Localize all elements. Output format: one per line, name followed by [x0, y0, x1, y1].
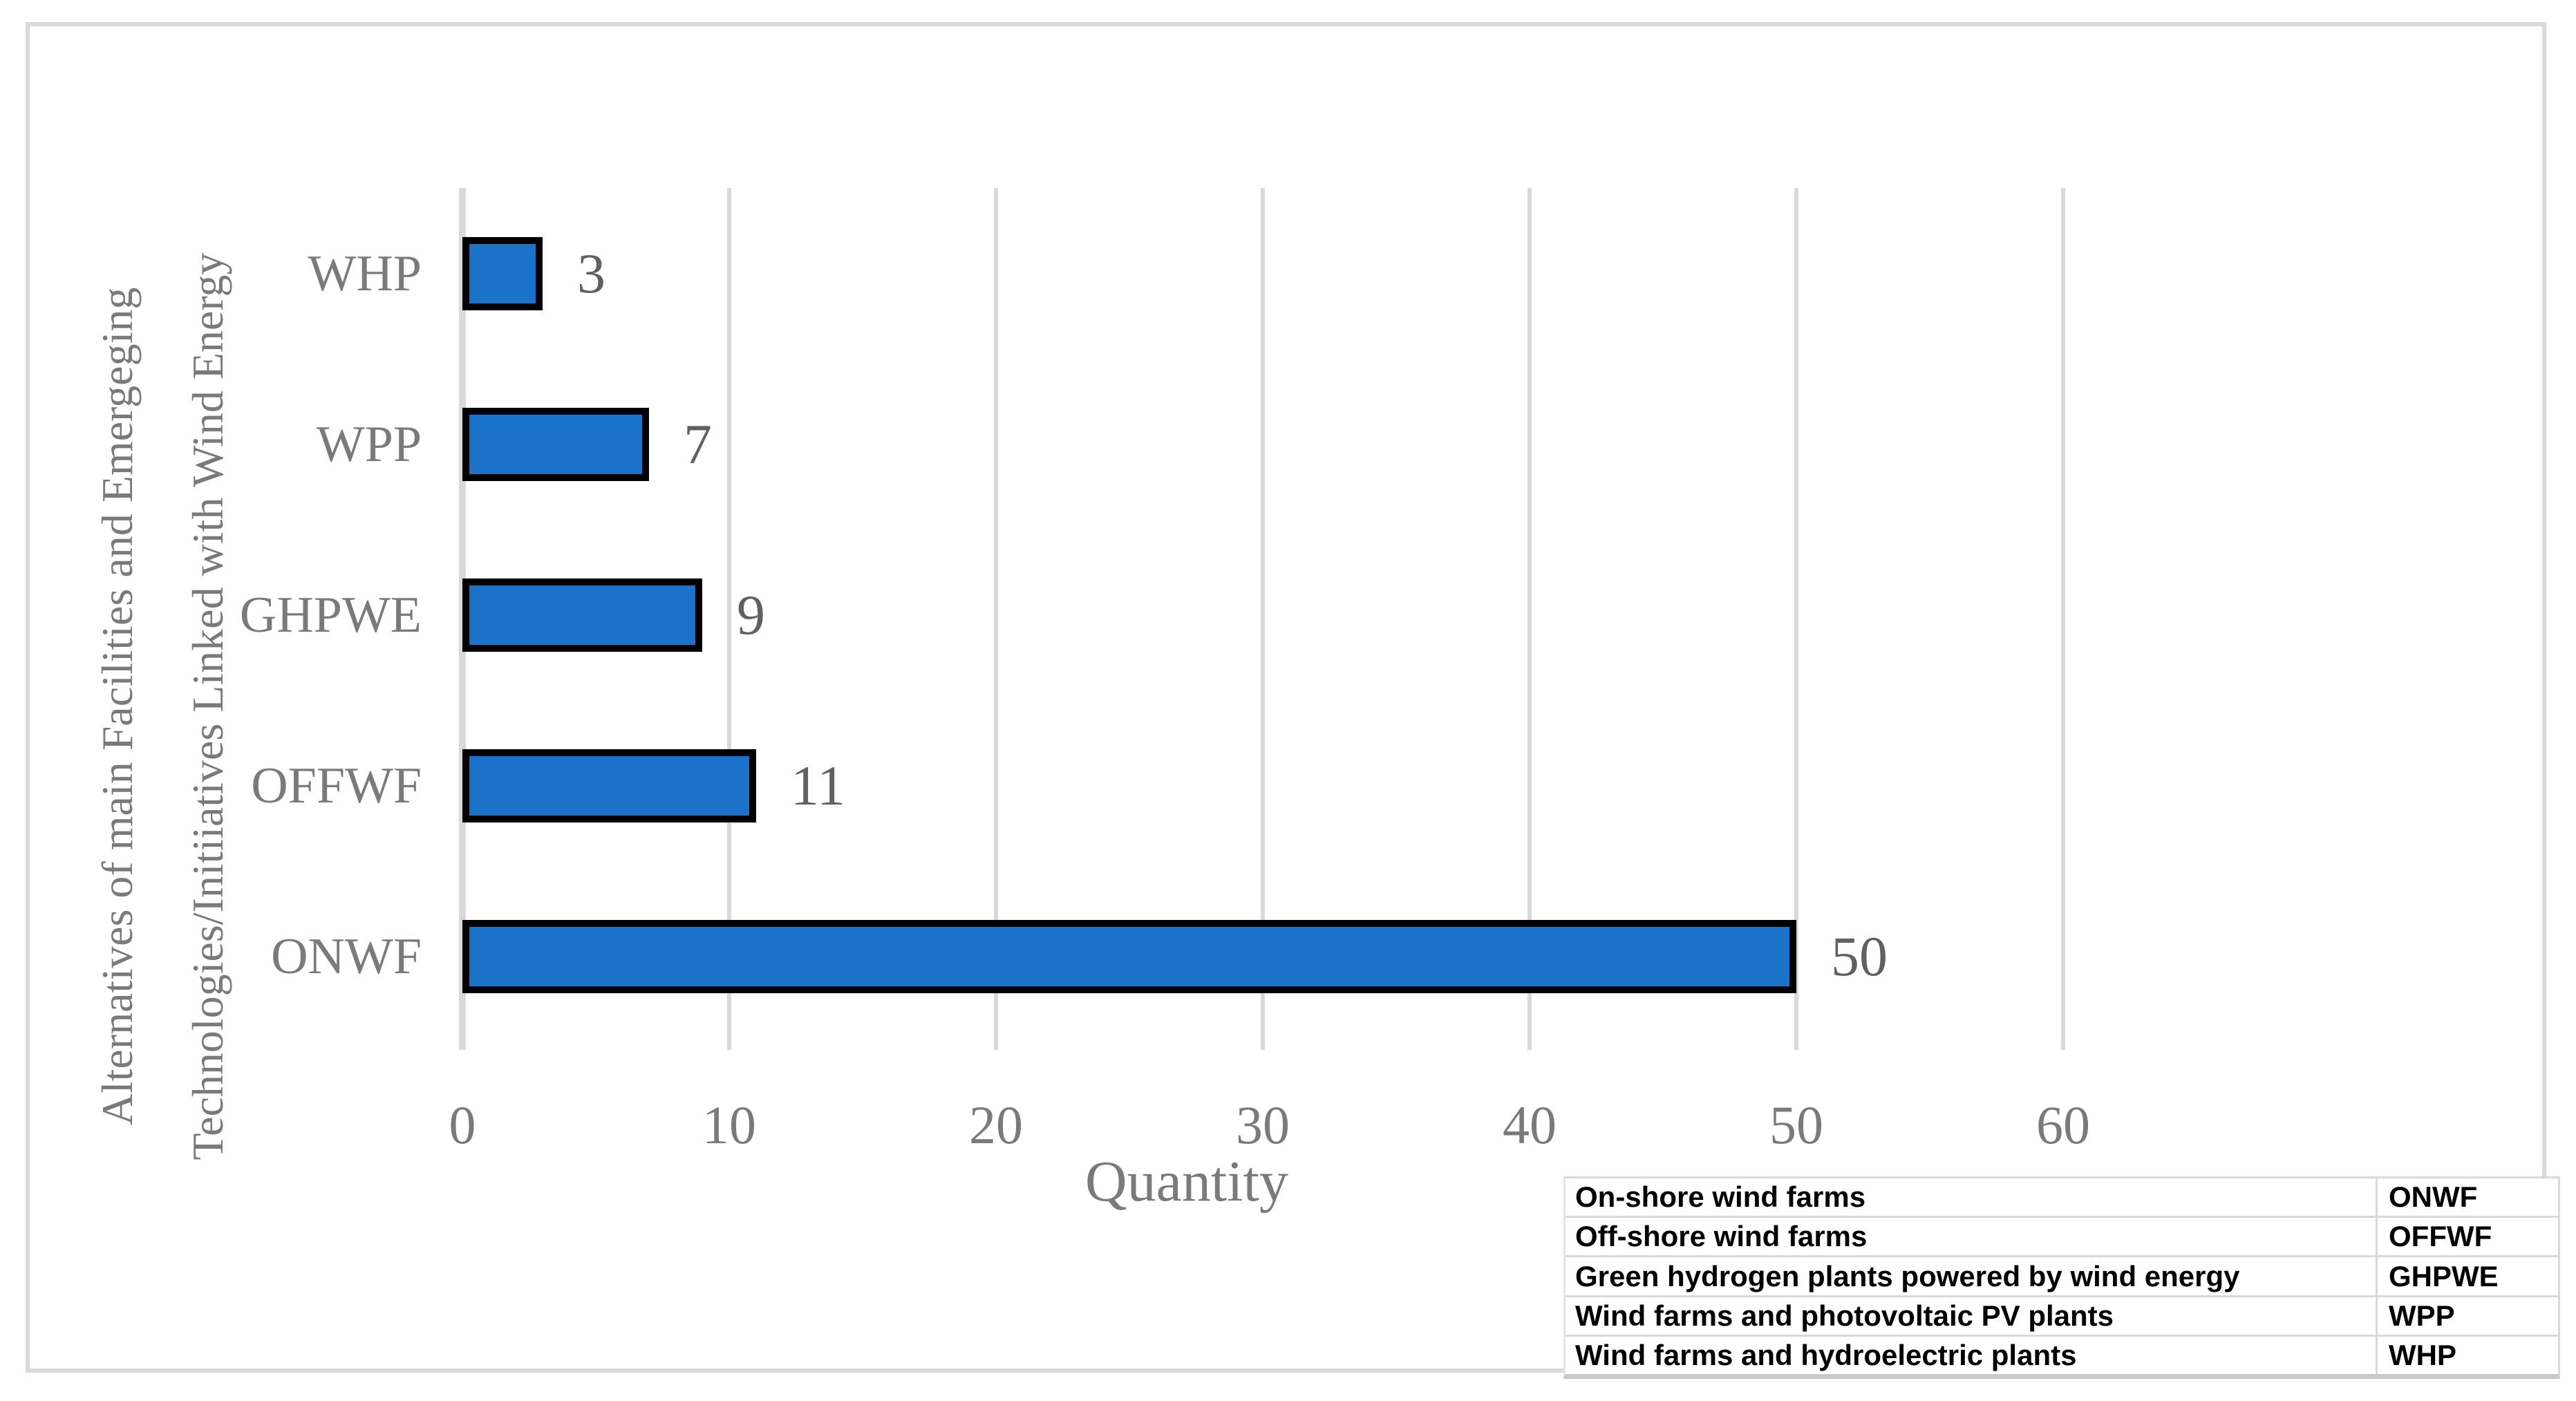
- legend-table: On-shore wind farms ONWF Off-shore wind …: [1563, 1176, 2560, 1379]
- bar-value-ghpwe: 9: [737, 583, 765, 646]
- bar-value-wpp: 7: [684, 413, 712, 476]
- x-tick-30: 30: [1236, 1095, 1290, 1155]
- bar-row-onwf: 50: [462, 920, 1888, 993]
- gridline-50: [1794, 188, 1798, 1050]
- legend-name: On-shore wind farms: [1566, 1178, 2378, 1216]
- bar-row-wpp: 7: [462, 408, 712, 481]
- x-tick-50: 50: [1769, 1095, 1823, 1155]
- x-tick-10: 10: [702, 1095, 756, 1155]
- legend-name: Green hydrogen plants powered by wind en…: [1566, 1257, 2378, 1295]
- category-label-ghpwe: GHPWE: [239, 587, 422, 643]
- legend-abbr: ONWF: [2389, 1181, 2478, 1214]
- legend-abbr: WPP: [2389, 1299, 2455, 1332]
- bar-row-ghpwe: 9: [462, 579, 765, 652]
- x-tick-20: 20: [969, 1095, 1023, 1155]
- x-tick-0: 0: [449, 1095, 476, 1155]
- y-axis-title-line2: Technologies/Initiiatives Linked with Wi…: [183, 252, 232, 1160]
- x-tick-60: 60: [2036, 1095, 2090, 1155]
- legend-row: Green hydrogen plants powered by wind en…: [1566, 1257, 2558, 1297]
- category-label-whp: WHP: [308, 245, 422, 302]
- bar-row-offwf: 11: [462, 749, 845, 822]
- y-axis-title-line1: Alternatives of main Facilities and Emer…: [92, 287, 142, 1126]
- gridline-10: [727, 188, 731, 1050]
- legend-name: Wind farms and hydroelectric plants: [1566, 1336, 2378, 1375]
- x-tick-40: 40: [1503, 1095, 1557, 1155]
- bar-onwf: [462, 920, 1796, 993]
- gridline-30: [1261, 188, 1265, 1050]
- gridline-40: [1527, 188, 1532, 1050]
- gridline-20: [994, 188, 998, 1050]
- legend-row: On-shore wind farms ONWF: [1566, 1178, 2558, 1219]
- legend-abbr: GHPWE: [2389, 1259, 2499, 1292]
- legend-abbr: WHP: [2389, 1338, 2456, 1371]
- gridline-60: [2061, 188, 2065, 1050]
- bar-whp: [462, 237, 543, 310]
- bar-ghpwe: [462, 579, 702, 652]
- bar-value-onwf: 50: [1831, 925, 1888, 988]
- legend-row: Wind farms and hydroelectric plants WHP: [1566, 1336, 2558, 1375]
- legend-name: Wind farms and photovoltaic PV plants: [1566, 1297, 2378, 1335]
- legend-abbr: OFFWF: [2389, 1220, 2492, 1253]
- category-label-offwf: OFFWF: [251, 758, 422, 814]
- bar-value-offwf: 11: [791, 754, 845, 817]
- bar-row-whp: 3: [462, 237, 605, 310]
- x-axis-title: Quantity: [1085, 1149, 1288, 1214]
- y-axis-title: Alternatives of main Facilities and Emer…: [72, 253, 253, 1160]
- bar-offwf: [462, 749, 756, 822]
- bar-wpp: [462, 408, 649, 481]
- bar-value-whp: 3: [577, 242, 605, 305]
- legend-row: Wind farms and photovoltaic PV plants WP…: [1566, 1297, 2558, 1337]
- category-label-wpp: WPP: [316, 416, 422, 473]
- chart-outer-frame: [26, 22, 2546, 1373]
- category-label-onwf: ONWF: [271, 928, 422, 985]
- legend-row: Off-shore wind farms OFFWF: [1566, 1218, 2558, 1258]
- legend-name: Off-shore wind farms: [1566, 1218, 2378, 1256]
